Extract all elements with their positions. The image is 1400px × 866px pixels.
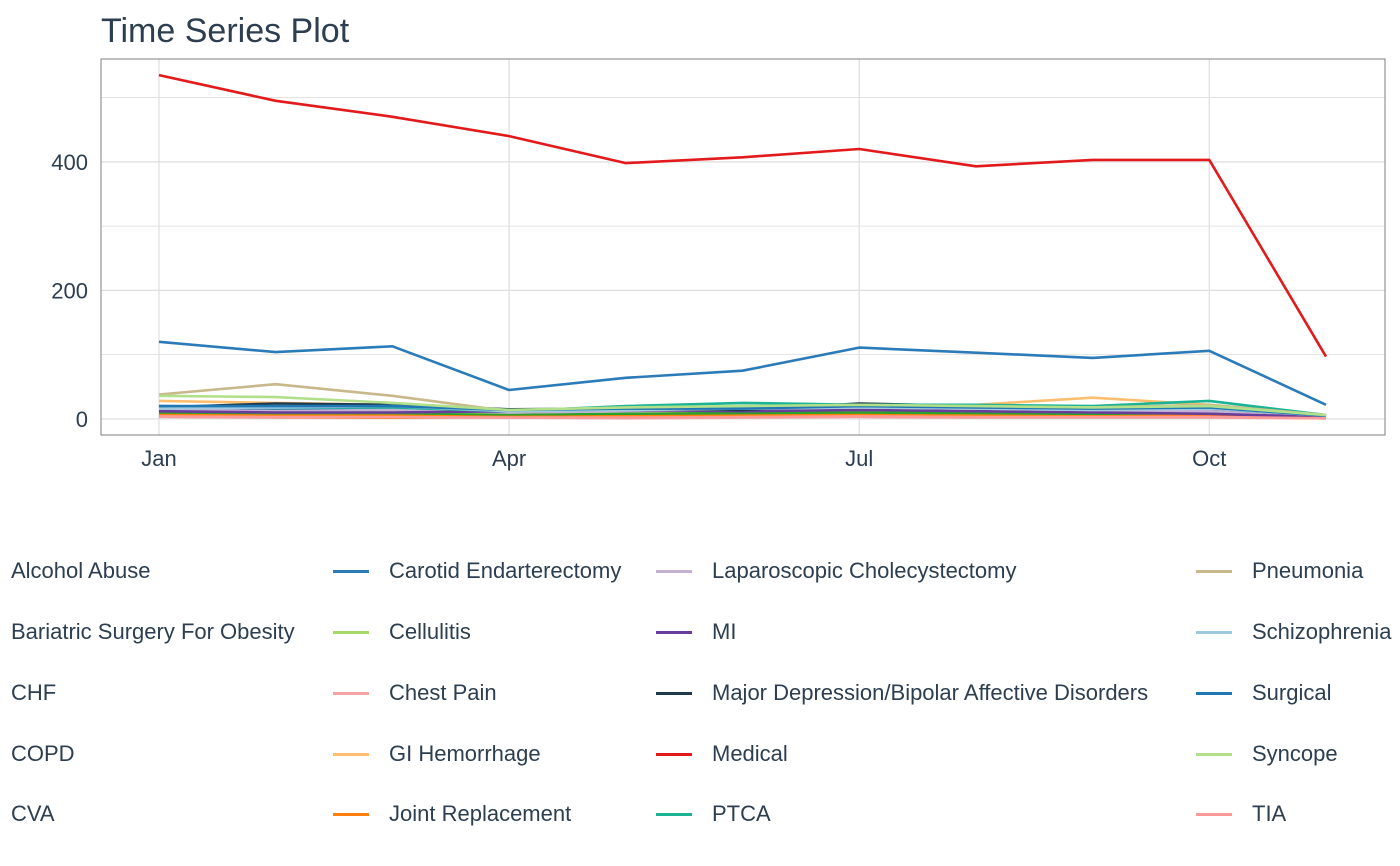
legend-label: Alcohol Abuse [11,558,151,583]
legend-key-swatch [1196,691,1232,695]
series-lines [158,73,1328,420]
legend-item: Joint Replacement [333,799,571,829]
legend-key-swatch [1196,752,1232,756]
legend: Alcohol Abuse Bariatric Surgery For Obesi… [0,540,1400,860]
y-tick-label: 400 [51,150,88,175]
legend-item: MI [656,617,736,647]
legend-item: Alcohol Abuse [11,556,150,586]
legend-label: GI Hemorrhage [389,741,541,766]
legend-label: Cellulitis [389,619,471,644]
legend-key-swatch [1196,630,1232,634]
legend-label: CVA [11,801,55,826]
grid-lines [101,59,1385,435]
x-tick-label: Jul [845,446,873,471]
legend-key-swatch [333,752,369,756]
legend-key-swatch [656,752,692,756]
series-line-mi [158,408,1327,419]
legend-label: Schizophrenia [1252,619,1392,644]
legend-label: Surgical [1252,680,1332,705]
legend-key-swatch [1196,569,1232,573]
legend-item: Chest Pain [333,678,497,708]
legend-item: Laparoscopic Cholecystectomy [656,556,1016,586]
legend-label: TIA [1252,801,1287,826]
legend-label: Pneumonia [1252,558,1364,583]
legend-item: COPD [11,739,75,769]
legend-label: PTCA [712,801,771,826]
x-tick-label: Oct [1192,446,1226,471]
legend-item: Bariatric Surgery For Obesity [11,617,295,647]
legend-item: Surgical [1196,678,1331,708]
legend-item: TIA [1196,799,1286,829]
y-tick-label: 0 [76,407,88,432]
legend-key-swatch [656,691,692,695]
legend-label: Joint Replacement [389,801,572,826]
legend-key-swatch [333,630,369,634]
legend-item: CVA [11,799,55,829]
legend-label: CHF [11,680,57,705]
series-line-medical [158,73,1328,358]
legend-label: Medical [712,741,788,766]
legend-key-swatch [333,569,369,573]
legend-key-swatch [333,812,369,816]
legend-label: COPD [11,741,75,766]
legend-item: PTCA [656,799,771,829]
axis-labels: 0 200 400 Jan Apr Jul Oct [51,150,1226,471]
legend-item: CHF [11,678,56,708]
legend-item: Medical [656,739,788,769]
legend-label: Syncope [1252,741,1338,766]
legend-key-swatch [656,569,692,573]
series-line-syncope [158,394,1327,417]
series-line-carotid-endarterectomy [158,340,1327,406]
x-tick-label: Apr [492,446,526,471]
legend-key-swatch [656,812,692,816]
legend-label: Laparoscopic Cholecystectomy [712,558,1017,583]
chart-title: Time Series Plot [101,12,350,50]
series-line-tia [158,415,1327,420]
legend-label: Major Depression/Bipolar Affective Disor… [712,680,1149,705]
legend-key-swatch [656,630,692,634]
legend-key-swatch [333,691,369,695]
legend-label: Chest Pain [389,680,497,705]
legend-item: Carotid Endarterectomy [333,556,621,586]
legend-item: Major Depression/Bipolar Affective Disor… [656,678,1148,708]
legend-item: GI Hemorrhage [333,739,541,769]
legend-item: Cellulitis [333,617,471,647]
line-chart: 0 200 400 Jan Apr Jul Oct [51,58,1386,471]
legend-label: MI [712,619,737,644]
y-tick-label: 200 [51,278,88,303]
legend-label: Carotid Endarterectomy [389,558,622,583]
legend-item: Syncope [1196,739,1338,769]
x-tick-label: Jan [141,446,176,471]
plot-border [100,58,1386,436]
legend-item: Pneumonia [1196,556,1363,586]
legend-label: Bariatric Surgery For Obesity [11,619,295,644]
legend-key-swatch [1196,812,1232,816]
legend-item: Schizophrenia [1196,617,1391,647]
